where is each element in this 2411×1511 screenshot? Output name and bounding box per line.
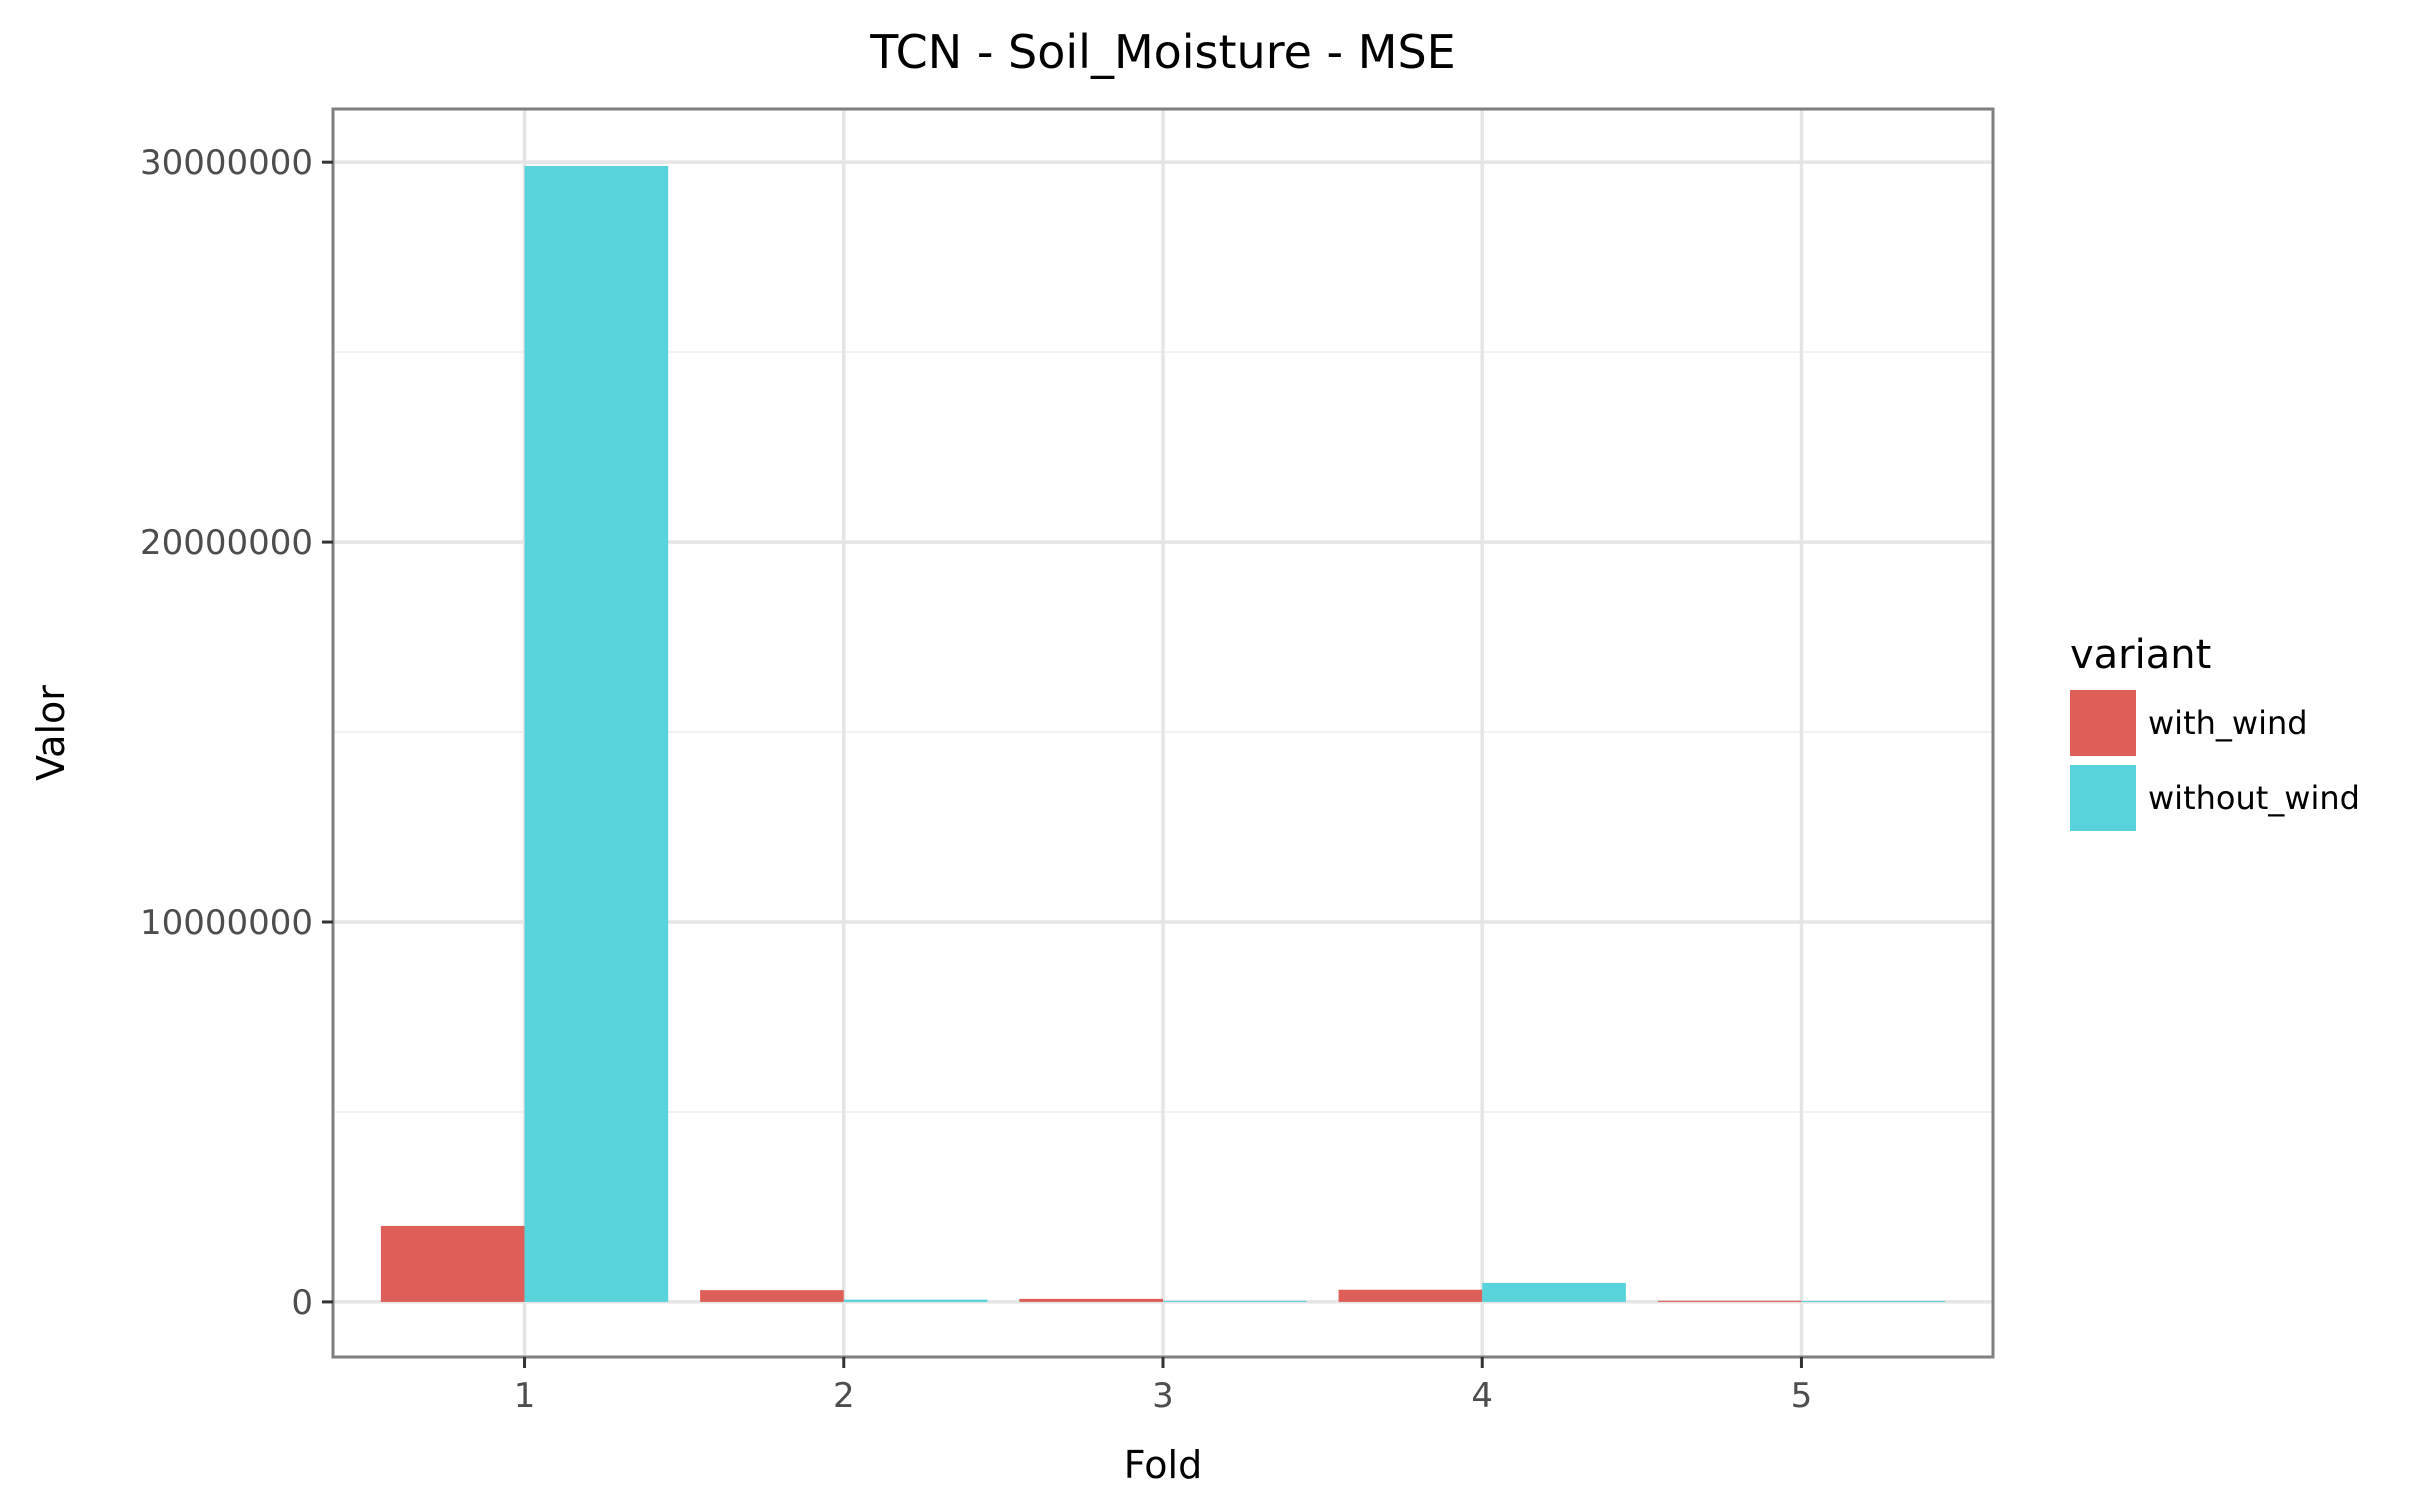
bar-without_wind-fold-5 <box>1801 1300 1946 1302</box>
bars <box>380 165 1946 1302</box>
chart-title: TCN - Soil_Moisture - MSE <box>869 25 1455 79</box>
x-tick-label: 2 <box>833 1376 855 1416</box>
bar-without_wind-fold-4 <box>1482 1282 1626 1302</box>
x-tick-label: 4 <box>1471 1376 1493 1416</box>
axes: 0 10000000 20000000 30000000 1 2 3 4 5 <box>140 143 1812 1416</box>
bar-with_wind-fold-5 <box>1657 1300 1802 1302</box>
x-axis-title: Fold <box>1124 1443 1202 1487</box>
legend: variant with_wind without_wind <box>2070 632 2360 831</box>
bar-without_wind-fold-3 <box>1163 1300 1307 1302</box>
x-tick-label: 1 <box>514 1376 536 1416</box>
legend-swatch-without_wind <box>2070 765 2136 831</box>
y-axis-title: Valor <box>29 685 73 781</box>
legend-swatch-with_wind <box>2070 690 2136 756</box>
bar-without_wind-fold-1 <box>524 165 669 1302</box>
legend-title: variant <box>2070 632 2211 678</box>
legend-label-without_wind: without_wind <box>2148 779 2360 817</box>
y-tick-label: 0 <box>291 1283 313 1323</box>
y-tick-label: 30000000 <box>140 143 313 183</box>
bar-with_wind-fold-3 <box>1019 1298 1163 1302</box>
x-tick-label: 3 <box>1152 1376 1174 1416</box>
bar-with_wind-fold-2 <box>700 1290 844 1302</box>
bar-without_wind-fold-2 <box>843 1299 988 1302</box>
y-tick-label: 20000000 <box>140 523 313 563</box>
legend-label-with_wind: with_wind <box>2148 704 2308 742</box>
x-tick-label: 5 <box>1791 1376 1813 1416</box>
bar-with_wind-fold-4 <box>1338 1289 1483 1302</box>
bar-with_wind-fold-1 <box>380 1225 525 1302</box>
y-tick-label: 10000000 <box>140 903 313 943</box>
